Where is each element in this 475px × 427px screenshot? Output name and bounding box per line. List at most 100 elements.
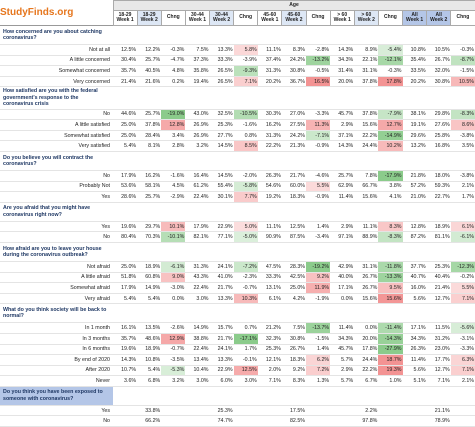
value-cell: -1.5% <box>450 65 475 77</box>
value-cell: 26.9% <box>185 119 210 131</box>
value-cell: 17.1% <box>330 282 355 294</box>
value-cell: 5.8% <box>233 44 258 56</box>
value-cell: 34.3% <box>402 333 427 345</box>
value-cell: 15.6% <box>378 293 403 305</box>
answer-label: Very satisfied <box>0 140 113 152</box>
group-header: Age <box>112 0 475 11</box>
value-cell: -17.9% <box>378 170 403 182</box>
value-cell: 37.8% <box>137 119 162 131</box>
value-cell: 4.1% <box>378 191 403 203</box>
value-cell: -7.1% <box>306 130 331 142</box>
value-cell: 17.1% <box>402 322 427 334</box>
answer-label: Very afraid <box>0 293 113 305</box>
answer-row: By end of 2020 14.3% 10.8% -3.5% 13.4% 13.3% -… <box>0 354 475 366</box>
value-cell: 66.7% <box>354 181 379 193</box>
question: How afraid are you to leave your house d… <box>0 241 113 262</box>
value-cell: 42.9% <box>330 261 355 273</box>
value-cell: -3.3% <box>450 344 475 356</box>
value-cell: 11.4% <box>402 354 427 366</box>
value-cell: -0.2% <box>450 272 475 284</box>
value-cell: 22.2% <box>257 140 282 152</box>
value-cell <box>378 415 403 427</box>
value-cell: 22.4% <box>185 344 210 356</box>
value-cell: 25.3% <box>426 261 451 273</box>
value-cell: 25.0% <box>113 119 138 131</box>
value-cell: 33.8% <box>137 405 162 417</box>
value-cell: 0.7% <box>233 322 258 334</box>
answer-label: Not at all <box>0 44 113 56</box>
value-cell: 27.6% <box>426 119 451 131</box>
value-cell: 3.0% <box>233 375 258 387</box>
value-cell: 82.5% <box>281 415 306 427</box>
value-cell: 3.2% <box>161 375 186 387</box>
value-cell: 90.9% <box>257 231 282 243</box>
value-cell: -11.8% <box>378 261 403 273</box>
value-cell: 97.1% <box>330 231 355 243</box>
value-cell: 3.0% <box>185 293 210 305</box>
value-cell: -11.4% <box>378 322 403 334</box>
column-header: All Week 2 <box>426 10 452 26</box>
value-cell: 18.9% <box>426 221 451 233</box>
value-cell: 21.7% <box>281 170 306 182</box>
value-cell: 44.6% <box>113 109 138 121</box>
value-cell: 14.5% <box>209 170 234 182</box>
answer-label: Yes <box>0 405 113 417</box>
answer-row: A little concerned 30.4% 25.7% -4.7% 37.3% 33… <box>0 55 475 67</box>
value-cell: 14.9% <box>137 282 162 294</box>
answer-row: No 80.4% 70.3% -10.1% 82.1% 77.1% -5.0% 90.9% 87… <box>0 231 475 243</box>
value-cell: 21.4% <box>113 76 138 88</box>
value-cell: 25.7% <box>137 109 162 121</box>
value-cell: -4.7% <box>161 55 186 67</box>
value-cell: 82.1% <box>185 231 210 243</box>
value-cell: -19.2% <box>306 261 331 273</box>
value-cell: 16.5% <box>306 76 331 88</box>
value-cell: -3.4% <box>306 231 331 243</box>
value-cell: 0.2% <box>161 76 186 88</box>
value-cell: 32.5% <box>209 109 234 121</box>
value-cell: 55.4% <box>209 181 234 193</box>
answer-row: In 3 months 35.7% 48.6% 12.9% 38.8% 21.7% -17.… <box>0 333 475 345</box>
column-header: > 60 Week 2 <box>353 10 379 26</box>
value-cell: 12.5% <box>113 44 138 56</box>
column-header: Chng <box>160 10 186 26</box>
value-cell: 24.4% <box>354 140 379 152</box>
question-row: Are you afraid that you might have coron… <box>0 201 475 222</box>
value-cell: -0.7% <box>233 282 258 294</box>
value-cell: -0.3% <box>161 44 186 56</box>
value-cell: 29.7% <box>137 221 162 233</box>
value-cell: 19.1% <box>402 119 427 131</box>
column-header-text: Chng <box>166 14 180 21</box>
value-cell: 9.0% <box>161 272 186 284</box>
value-cell: 17.8% <box>378 76 403 88</box>
answer-row: No 44.6% 25.7% -19.0% 43.0% 32.5% -10.5% 30.3% 2… <box>0 109 475 121</box>
value-cell: 26.7% <box>354 272 379 284</box>
value-cell <box>450 415 475 427</box>
value-cell: 3.0% <box>185 375 210 387</box>
value-cell: 13.3% <box>209 293 234 305</box>
column-header-text: All <box>411 11 418 18</box>
value-cell: 0.0% <box>161 293 186 305</box>
value-cell: 11.4% <box>330 191 355 203</box>
value-cell: 59.3% <box>426 181 451 193</box>
value-cell: 5.7% <box>330 375 355 387</box>
value-cell: 41.0% <box>209 272 234 284</box>
value-cell: 1.4% <box>306 221 331 233</box>
value-cell: 19.6% <box>113 221 138 233</box>
value-cell: 16.0% <box>402 282 427 294</box>
value-cell: -0.3% <box>450 44 475 56</box>
answer-label: No <box>0 170 113 182</box>
value-cell: 40.5% <box>137 65 162 77</box>
value-cell: 12.8% <box>402 221 427 233</box>
value-cell: 38.1% <box>402 109 427 121</box>
header-row: StudyFinds.org Age <box>0 0 475 18</box>
value-cell: 21.8% <box>402 170 427 182</box>
value-cell: 3.2% <box>185 140 210 152</box>
value-cell: 5.4% <box>113 293 138 305</box>
column-header: 30-44 Week 1 <box>184 10 211 26</box>
value-cell: 1.3% <box>306 375 331 387</box>
value-cell: -3.1% <box>450 333 475 345</box>
value-cell: 8.1% <box>137 140 162 152</box>
column-header-text: Chng <box>311 14 325 21</box>
value-cell: 21.7% <box>209 333 234 345</box>
value-cell: 26.7% <box>281 344 306 356</box>
